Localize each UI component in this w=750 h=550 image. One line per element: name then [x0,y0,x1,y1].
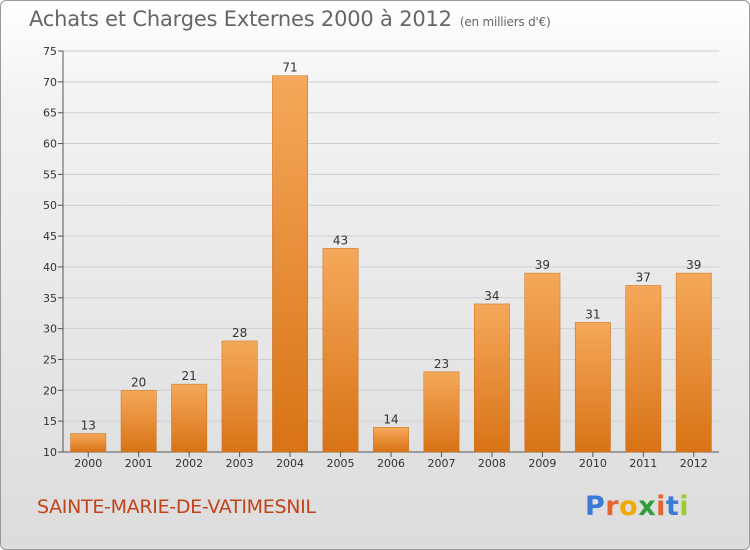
bar-value-label: 14 [383,412,398,426]
bar-value-label: 23 [434,357,449,371]
bar-value-label: 13 [81,418,96,432]
bar [423,371,460,453]
y-tick-label: 60 [43,138,57,151]
logo-letter: P [585,491,606,522]
y-tick-label: 25 [43,353,57,366]
y-tick-label: 15 [43,415,57,428]
bar-value-label: 31 [585,307,600,321]
x-tick-label: 2005 [327,457,355,470]
y-tick-label: 40 [43,261,57,274]
y-tick-label: 55 [43,168,57,181]
y-tick-label: 70 [43,76,57,89]
x-tick-label: 2012 [680,457,708,470]
bar-value-label: 39 [686,258,701,272]
bar [474,303,510,453]
chart-subtitle: (en milliers d'€) [459,15,551,29]
y-tick-label: 65 [43,107,57,120]
bar [221,340,258,453]
x-tick-label: 2010 [579,457,607,470]
y-tick-label: 30 [43,323,57,336]
chart-title: Achats et Charges Externes 2000 à 2012 (e… [29,7,551,31]
bar [625,285,662,453]
x-tick-label: 2002 [175,457,203,470]
x-tick-label: 2008 [478,457,506,470]
x-tick-label: 2004 [276,457,304,470]
bar-value-label: 28 [232,326,247,340]
x-tick-label: 2007 [427,457,455,470]
bar [373,427,409,453]
y-tick-label: 10 [43,446,57,459]
bar [322,248,359,453]
y-tick-label: 75 [43,45,57,58]
proxiti-logo: Proxiti [585,491,689,522]
bar [524,272,561,453]
logo-letter: t [665,491,680,522]
bar [675,272,712,453]
bar [574,322,611,453]
bar-value-label: 34 [484,289,499,303]
bar-value-label: 43 [333,233,348,247]
x-tick-label: 2009 [528,457,556,470]
logo-letter: i [679,491,690,522]
logo-letter: x [638,491,657,522]
bar-value-label: 21 [182,369,197,383]
bar [120,390,157,453]
bar [70,433,107,453]
chart-title-text: Achats et Charges Externes 2000 à 2012 [29,7,452,31]
logo-letter: o [619,491,639,522]
logo-letter: r [605,491,620,522]
x-tick-label: 2003 [226,457,254,470]
y-tick-label: 50 [43,199,57,212]
y-tick-label: 35 [43,292,57,305]
bar-value-label: 71 [282,61,297,75]
bar-value-label: 20 [131,375,146,389]
x-tick-label: 2006 [377,457,405,470]
bar-value-label: 37 [636,270,651,284]
x-tick-label: 2011 [629,457,657,470]
bar [171,383,208,453]
logo-letter: i [656,491,666,522]
x-tick-label: 2001 [125,457,153,470]
x-tick-label: 2000 [74,457,102,470]
bar [272,75,308,453]
y-tick-label: 45 [43,230,57,243]
commune-name: SAINTE-MARIE-DE-VATIMESNIL [37,496,316,518]
y-tick-label: 20 [43,384,57,397]
bar-value-label: 39 [535,258,550,272]
